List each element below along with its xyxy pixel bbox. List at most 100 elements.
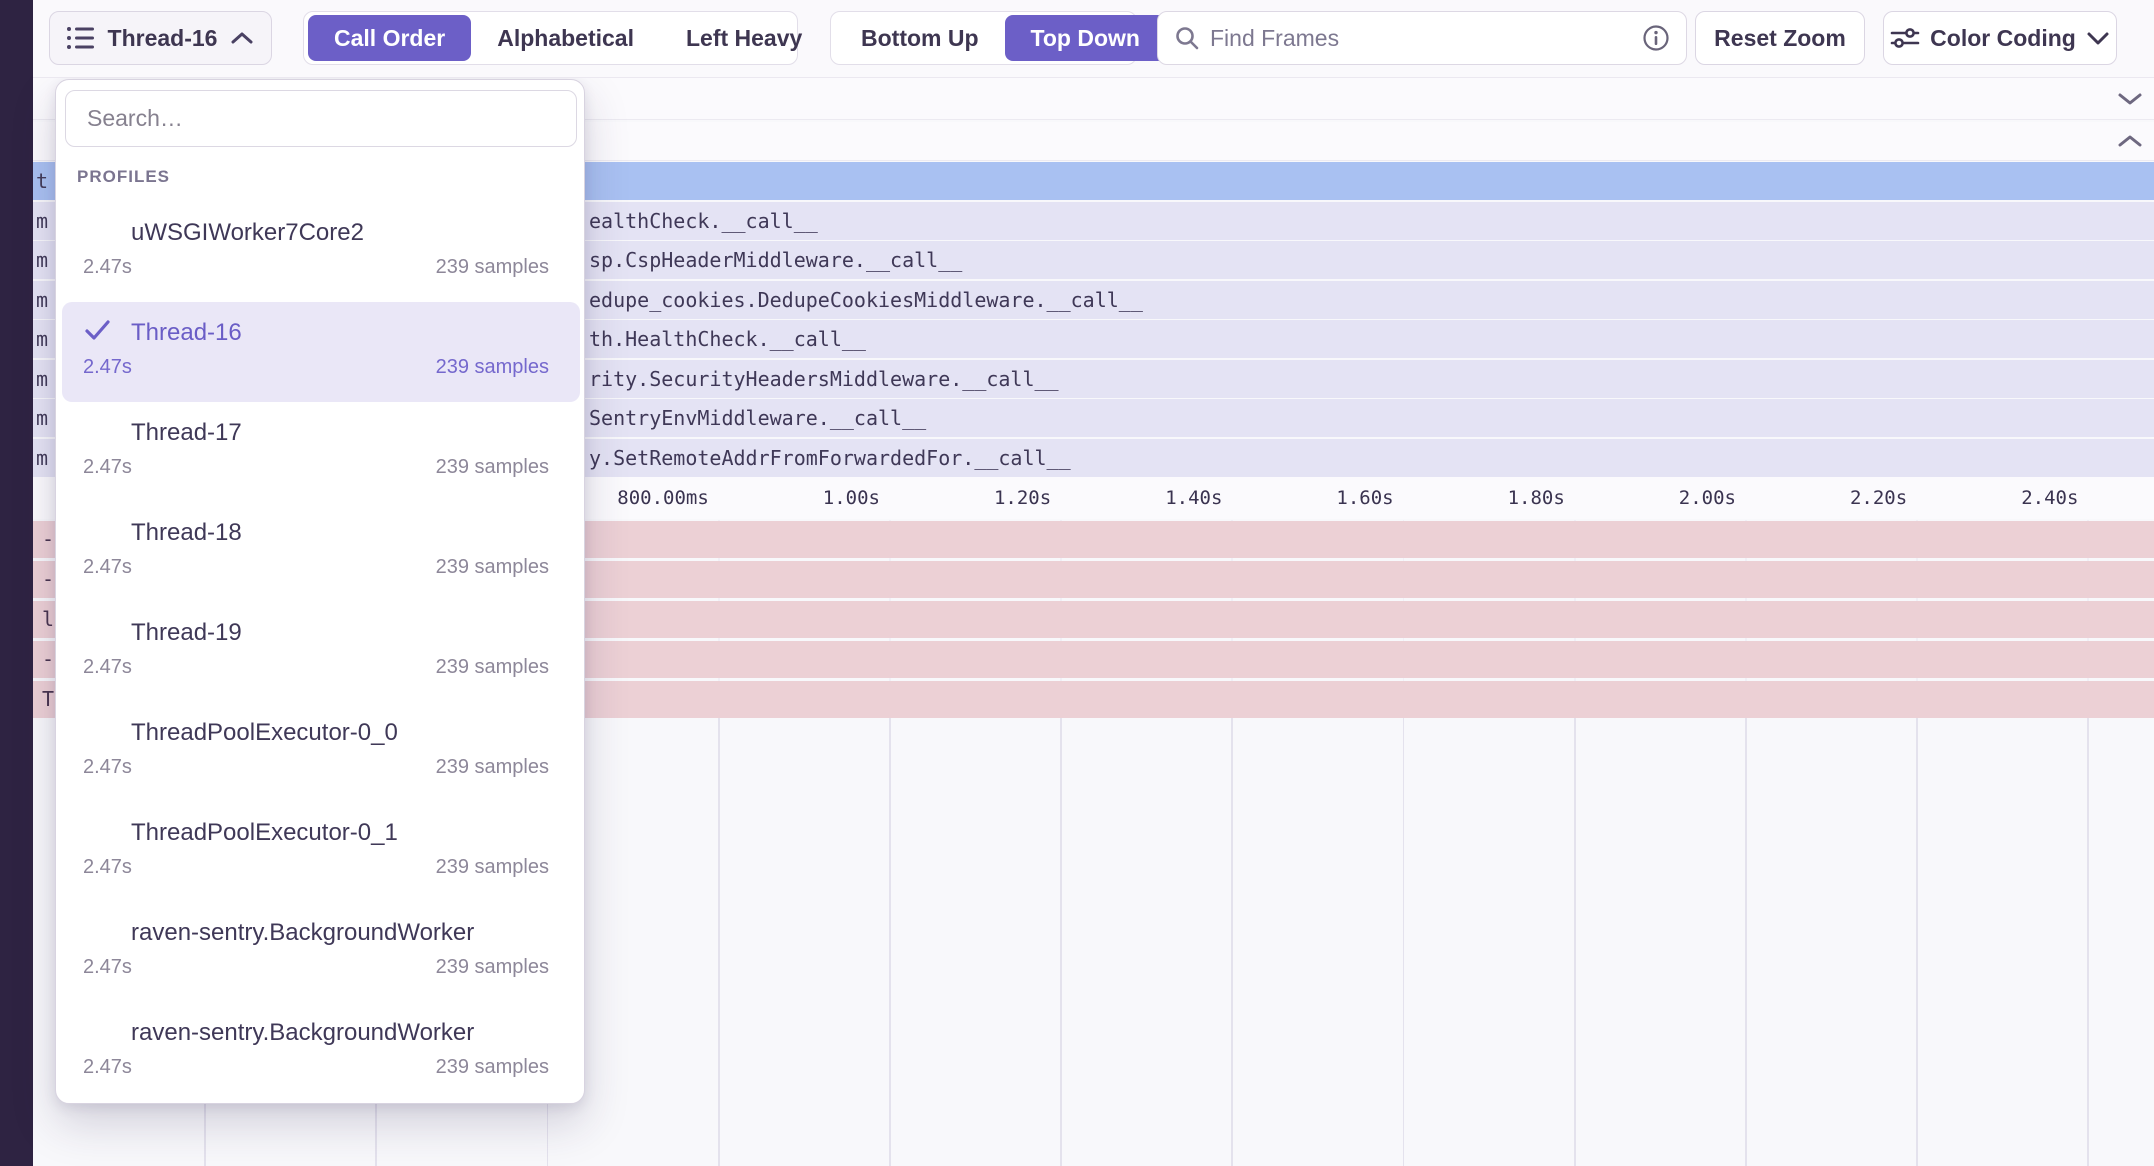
frame-text-fragment: - bbox=[42, 527, 55, 552]
frame-text: edupe_cookies.DedupeCookiesMiddleware.__… bbox=[589, 287, 1143, 312]
chevron-down-icon[interactable] bbox=[2116, 90, 2144, 108]
axis-tick-label: 1.60s bbox=[1336, 487, 1394, 509]
profile-item[interactable]: ThreadPoolExecutor-0_0 2.47s 239 samples bbox=[62, 702, 580, 802]
gridline bbox=[1060, 520, 1062, 1166]
profile-name: raven-sentry.BackgroundWorker bbox=[131, 1019, 475, 1046]
frame-text-fragment: T bbox=[42, 687, 55, 712]
profile-name: Thread-17 bbox=[131, 419, 242, 446]
sliders-icon bbox=[1890, 28, 1920, 48]
profile-item[interactable]: Thread-17 2.47s 239 samples bbox=[62, 402, 580, 502]
tab-left-heavy[interactable]: Left Heavy bbox=[685, 24, 803, 51]
thread-selector-button[interactable]: Thread-16 bbox=[49, 11, 272, 65]
profile-item-list: uWSGIWorker7Core2 2.47s 239 samples Thread-… bbox=[62, 202, 580, 1102]
profile-name: Thread-16 bbox=[131, 319, 242, 346]
frame-text-fragment: m bbox=[36, 406, 49, 431]
frame-text-fragment: m bbox=[36, 327, 49, 352]
reset-zoom-label: Reset Zoom bbox=[1714, 24, 1846, 51]
axis-tick-label: 2.20s bbox=[1849, 487, 1908, 509]
profile-name: raven-sentry.BackgroundWorker bbox=[131, 919, 475, 946]
axis-tick-label: 2.00s bbox=[1678, 487, 1736, 509]
frame-text-fragment: m bbox=[36, 208, 49, 233]
tab-call-order[interactable]: Call Order bbox=[308, 15, 472, 61]
frame-text-fragment: m bbox=[36, 287, 49, 312]
gridline bbox=[1745, 520, 1747, 1166]
axis-tick-label: 1.20s bbox=[993, 487, 1052, 509]
tab-alphabetical[interactable]: Alphabetical bbox=[497, 24, 634, 51]
profile-samples: 239 samples bbox=[435, 756, 549, 778]
axis-tick-label: 1.00s bbox=[822, 487, 880, 509]
chevron-down-icon bbox=[2087, 32, 2109, 44]
gridline bbox=[2087, 520, 2090, 1166]
profile-samples: 239 samples bbox=[435, 656, 549, 678]
profile-item[interactable]: uWSGIWorker7Core2 2.47s 239 samples bbox=[62, 202, 580, 302]
thread-dropdown-panel: Search… PROFILES uWSGIWorker7Core2 2.47s 2… bbox=[55, 79, 585, 1104]
tab-bottom-up[interactable]: Bottom Up bbox=[861, 24, 979, 51]
profile-item[interactable]: raven-sentry.BackgroundWorker 2.47s 239 sa… bbox=[62, 1002, 580, 1102]
dropdown-search-placeholder: Search… bbox=[87, 105, 183, 131]
profile-item[interactable]: ThreadPoolExecutor-0_1 2.47s 239 samples bbox=[62, 802, 580, 902]
profile-name: Thread-18 bbox=[131, 519, 242, 546]
gridline bbox=[1916, 520, 1918, 1166]
frame-text-fragment: l bbox=[42, 607, 55, 632]
reset-zoom-button[interactable]: Reset Zoom bbox=[1695, 11, 1865, 65]
profile-duration: 2.47s bbox=[83, 1056, 132, 1078]
profile-duration: 2.47s bbox=[83, 556, 132, 578]
profile-samples: 239 samples bbox=[435, 356, 549, 378]
gridline bbox=[1573, 520, 1576, 1166]
frame-text: y.SetRemoteAddrFromForwardedFor.__call__ bbox=[589, 445, 1071, 470]
profile-item[interactable]: Thread-18 2.47s 239 samples bbox=[62, 502, 580, 602]
direction-tabs: Bottom Up Top Down bbox=[830, 11, 1166, 65]
profile-name: ThreadPoolExecutor-0_0 bbox=[131, 719, 398, 746]
axis-tick-label: 2.40s bbox=[2021, 487, 2079, 509]
frame-text-fragment: - bbox=[42, 647, 55, 672]
chevron-up-icon[interactable] bbox=[2116, 132, 2144, 150]
list-icon bbox=[66, 27, 94, 49]
profile-duration: 2.47s bbox=[83, 756, 132, 778]
profile-duration: 2.47s bbox=[83, 856, 132, 878]
color-coding-label: Color Coding bbox=[1930, 24, 2076, 51]
frame-text-fragment: m bbox=[36, 445, 49, 470]
frame-text-fragment: t bbox=[36, 169, 49, 193]
profile-samples: 239 samples bbox=[435, 856, 549, 878]
frame-text: ealthCheck.__call__ bbox=[589, 208, 818, 233]
chevron-up-icon bbox=[231, 32, 253, 44]
profile-item[interactable]: Thread-19 2.47s 239 samples bbox=[62, 602, 580, 702]
profile-duration: 2.47s bbox=[83, 456, 132, 478]
dropdown-search-input[interactable]: Search… bbox=[65, 90, 577, 147]
toolbar: Thread-16 Call Order Alphabetical Left H… bbox=[33, 0, 2154, 78]
tab-top-down[interactable]: Top Down bbox=[1004, 15, 1166, 61]
sort-order-tabs: Call Order Alphabetical Left Heavy bbox=[303, 11, 802, 65]
profile-name: ThreadPoolExecutor-0_1 bbox=[131, 819, 398, 846]
frame-text: SentryEnvMiddleware.__call__ bbox=[589, 406, 927, 431]
frame-text-fragment: m bbox=[36, 248, 49, 273]
frame-text: sp.CspHeaderMiddleware.__call__ bbox=[589, 248, 963, 273]
thread-selector-label: Thread-16 bbox=[107, 24, 218, 51]
gridline bbox=[717, 520, 720, 1166]
checkmark-icon bbox=[84, 318, 112, 342]
search-icon bbox=[1176, 27, 1199, 50]
gridline bbox=[1231, 520, 1234, 1166]
dark-left-rail bbox=[0, 0, 33, 1166]
profile-samples: 239 samples bbox=[435, 556, 549, 578]
color-coding-button[interactable]: Color Coding bbox=[1883, 11, 2117, 65]
profile-item[interactable]: raven-sentry.BackgroundWorker 2.47s 239 sa… bbox=[62, 902, 580, 1002]
profile-samples: 239 samples bbox=[435, 456, 549, 478]
frame-text: th.HealthCheck.__call__ bbox=[589, 327, 866, 352]
profile-name: uWSGIWorker7Core2 bbox=[131, 219, 364, 246]
axis-tick-label: 800.00ms bbox=[617, 487, 709, 509]
gridline bbox=[889, 520, 891, 1166]
profile-samples: 239 samples bbox=[435, 956, 549, 978]
frame-text: rity.SecurityHeadersMiddleware.__call__ bbox=[589, 366, 1059, 391]
find-frames-input[interactable]: Find Frames bbox=[1157, 11, 1687, 65]
info-icon[interactable] bbox=[1642, 24, 1670, 52]
profile-duration: 2.47s bbox=[83, 256, 132, 278]
axis-tick-label: 1.40s bbox=[1165, 487, 1223, 509]
profile-duration: 2.47s bbox=[83, 356, 132, 378]
profile-samples: 239 samples bbox=[435, 1056, 549, 1078]
find-frames-placeholder: Find Frames bbox=[1210, 24, 1340, 51]
profile-duration: 2.47s bbox=[83, 656, 132, 678]
profiles-section-label: PROFILES bbox=[77, 167, 171, 186]
profile-item-selected[interactable]: Thread-16 2.47s 239 samples bbox=[62, 302, 580, 402]
profile-samples: 239 samples bbox=[435, 256, 549, 278]
